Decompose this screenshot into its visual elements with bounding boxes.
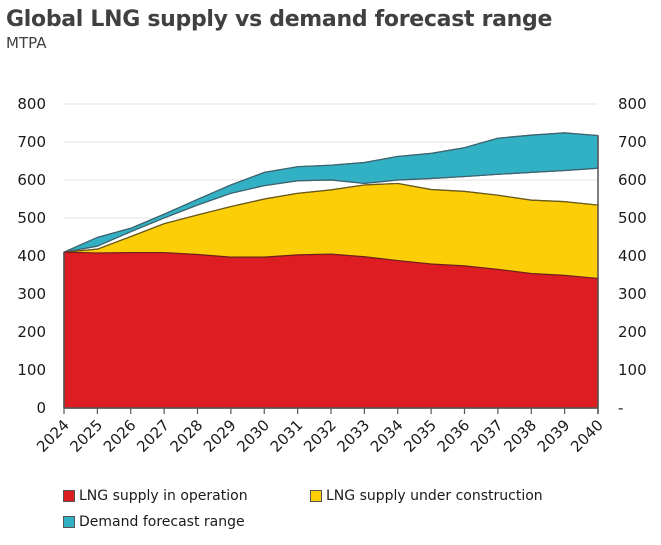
x-tick-label: 2037 <box>467 416 507 456</box>
legend-swatch-demand <box>63 516 75 528</box>
y-axis-left: 0 100 200 300 400 500 600 700 800 <box>17 95 46 417</box>
y-tick-label-left: 0 <box>36 399 46 417</box>
chart-title: Global LNG supply vs demand forecast ran… <box>6 7 553 32</box>
x-tick-label: 2029 <box>200 416 240 456</box>
legend-swatch-operation <box>63 490 75 502</box>
y-tick-label-right: 400 <box>618 247 647 265</box>
y-tick-label-right: 200 <box>618 323 647 341</box>
y-tick-label-right: 600 <box>618 171 647 189</box>
legend-item-construction: LNG supply under construction <box>310 488 543 504</box>
x-tick-label: 2033 <box>333 416 373 456</box>
x-tick-label: 2038 <box>500 416 540 456</box>
y-tick-label-left: 400 <box>17 247 46 265</box>
chart-subtitle: MTPA <box>6 34 47 52</box>
y-tick-label-right: 300 <box>618 285 647 303</box>
x-tick-label: 2035 <box>400 416 440 456</box>
y-tick-label-right: 500 <box>618 209 647 227</box>
y-axis-right: - 100 200 300 400 500 600 700 800 <box>618 95 647 417</box>
y-tick-label-left: 200 <box>17 323 46 341</box>
y-tick-label-left: 700 <box>17 133 46 151</box>
y-tick-label-right: - <box>618 399 623 417</box>
y-tick-label-left: 300 <box>17 285 46 303</box>
construction-top-line <box>63 182 599 253</box>
x-tick-label: 2024 <box>33 416 73 456</box>
demand-upper-line <box>63 132 599 253</box>
x-tick-label: 2036 <box>434 416 474 456</box>
legend-label: Demand forecast range <box>79 514 245 530</box>
legend-label: LNG supply under construction <box>326 488 543 504</box>
x-axis: 2024202520262027202820292030203120322033… <box>33 408 607 456</box>
x-tick-label: 2028 <box>167 416 207 456</box>
y-tick-label-right: 800 <box>618 95 647 113</box>
legend-swatch-construction <box>310 490 322 502</box>
demand-lower-line <box>63 167 599 253</box>
y-tick-label-left: 800 <box>17 95 46 113</box>
x-tick-label: 2026 <box>100 416 140 456</box>
y-tick-label-left: 600 <box>17 171 46 189</box>
x-tick-label: 2030 <box>233 416 273 456</box>
x-tick-label: 2027 <box>133 416 173 456</box>
legend-item-operation: LNG supply in operation <box>63 488 248 504</box>
area-lng-supply-in-operation <box>63 251 599 409</box>
y-tick-label-right: 700 <box>618 133 647 151</box>
x-tick-label: 2040 <box>567 416 607 456</box>
legend-label: LNG supply in operation <box>79 488 248 504</box>
x-tick-label: 2025 <box>66 416 106 456</box>
x-tick-label: 2039 <box>534 416 574 456</box>
x-tick-label: 2032 <box>300 416 340 456</box>
x-tick-label: 2031 <box>267 416 307 456</box>
y-tick-label-left: 500 <box>17 209 46 227</box>
legend-item-demand: Demand forecast range <box>63 514 245 530</box>
y-tick-label-left: 100 <box>17 361 46 379</box>
areas <box>63 132 599 409</box>
y-tick-label-right: 100 <box>618 361 647 379</box>
x-tick-label: 2034 <box>367 416 407 456</box>
